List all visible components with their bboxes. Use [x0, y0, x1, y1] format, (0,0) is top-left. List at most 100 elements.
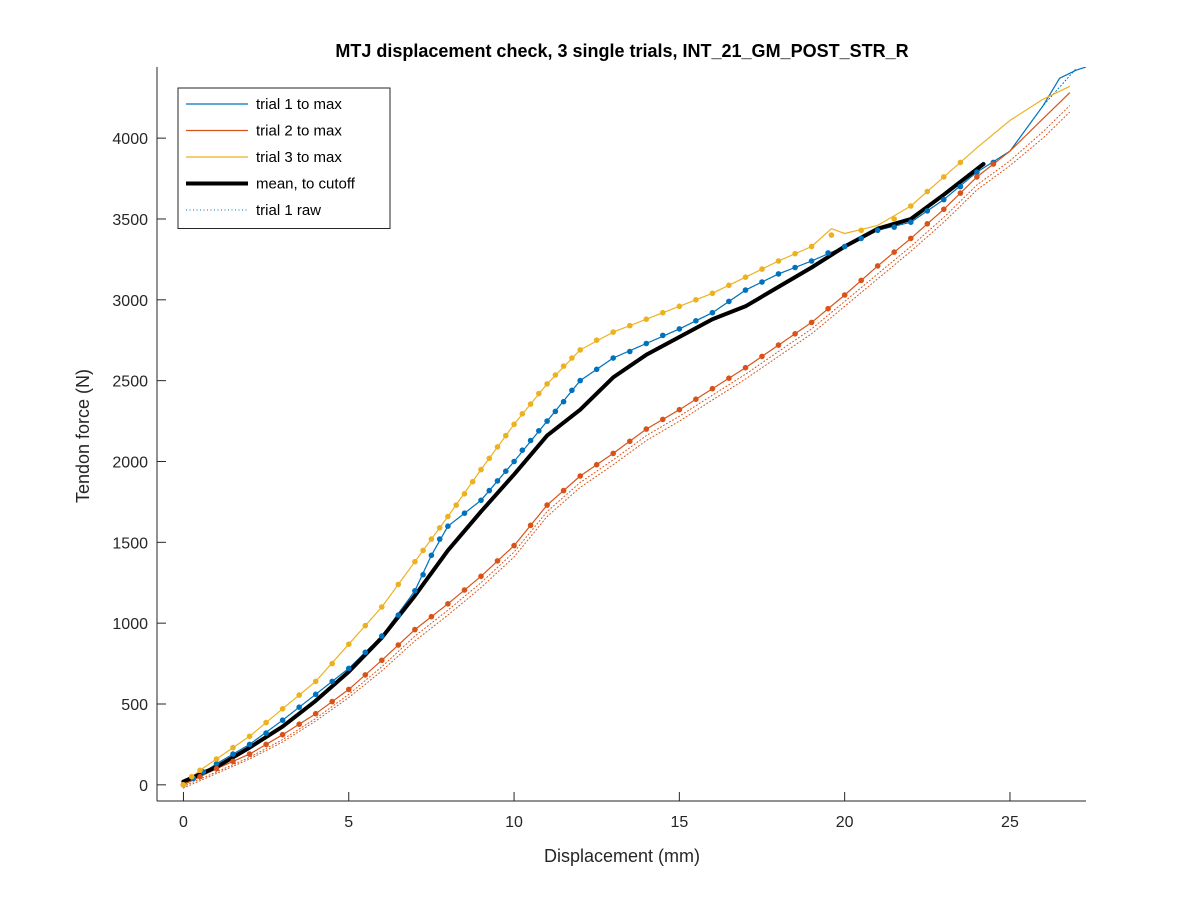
- data-marker-0-7: [279, 717, 286, 723]
- legend-label-4: trial 1 raw: [256, 202, 321, 219]
- data-marker-1-1: [197, 773, 203, 780]
- data-marker-0-26: [519, 447, 526, 454]
- data-marker-0-11: [346, 665, 352, 672]
- x-axis-label: Displacement (mm): [544, 846, 700, 866]
- data-marker-1-4: [246, 751, 253, 757]
- data-marker-0-25: [511, 458, 517, 465]
- data-marker-2-50: [828, 232, 835, 238]
- legend-label-1: trial 2 to max: [256, 123, 342, 140]
- data-marker-0-41: [709, 309, 716, 316]
- data-marker-1-13: [395, 642, 402, 648]
- data-marker-2-22: [469, 478, 476, 485]
- data-marker-0-42: [726, 298, 732, 305]
- data-marker-1-6: [279, 731, 286, 738]
- data-marker-1-20: [511, 542, 517, 549]
- data-marker-2-39: [643, 316, 650, 323]
- data-marker-2-52: [891, 216, 897, 222]
- y-tick-label-0: 0: [139, 778, 148, 795]
- data-marker-1-39: [825, 305, 831, 312]
- data-marker-2-0: [180, 782, 187, 788]
- data-marker-1-33: [726, 375, 732, 382]
- data-marker-2-55: [941, 174, 947, 180]
- data-marker-2-5: [246, 733, 253, 740]
- data-marker-1-34: [742, 364, 749, 371]
- data-marker-2-45: [742, 274, 749, 281]
- data-marker-0-4: [230, 751, 236, 757]
- data-marker-1-27: [627, 438, 633, 445]
- data-marker-2-16: [420, 547, 426, 554]
- data-marker-0-27: [527, 437, 534, 444]
- data-marker-1-30: [676, 406, 683, 413]
- data-marker-2-20: [453, 502, 460, 508]
- data-marker-2-10: [329, 660, 336, 667]
- data-marker-0-47: [808, 258, 815, 264]
- data-marker-2-1: [188, 773, 195, 780]
- data-marker-2-12: [362, 622, 369, 629]
- data-marker-2-41: [676, 303, 683, 310]
- legend-box: [177, 87, 391, 229]
- legend: trial 1 to max trial 2 to max trial 3 to m…: [177, 87, 391, 229]
- data-marker-2-29: [527, 401, 534, 407]
- data-marker-2-47: [775, 258, 782, 264]
- data-marker-1-40: [841, 292, 848, 298]
- x-tick-label-5: 25: [1001, 814, 1019, 831]
- data-marker-2-48: [792, 250, 798, 257]
- data-marker-0-52: [891, 224, 897, 230]
- data-marker-2-2: [197, 767, 203, 774]
- data-marker-0-38: [660, 332, 666, 339]
- chart-title: MTJ displacement check, 3 single trials,…: [335, 41, 908, 61]
- x-tick-label-1: 5: [344, 814, 353, 831]
- data-marker-2-44: [726, 282, 732, 289]
- data-marker-2-34: [569, 355, 575, 361]
- data-marker-2-31: [544, 381, 550, 387]
- data-marker-2-8: [296, 692, 303, 698]
- y-tick-label-3: 1500: [112, 535, 148, 552]
- data-marker-1-36: [775, 342, 782, 348]
- data-marker-1-16: [445, 601, 451, 607]
- data-marker-2-6: [263, 719, 269, 726]
- data-marker-2-46: [759, 266, 765, 272]
- data-marker-1-9: [329, 698, 336, 705]
- data-marker-0-12: [362, 649, 369, 656]
- data-marker-2-24: [486, 455, 493, 462]
- y-tick-label-2: 1000: [112, 616, 148, 633]
- data-marker-0-5: [246, 741, 253, 748]
- data-marker-1-17: [461, 587, 468, 593]
- data-marker-0-44: [759, 279, 765, 285]
- data-marker-2-9: [312, 678, 319, 685]
- data-marker-0-39: [676, 326, 683, 332]
- x-tick-label-0: 0: [179, 814, 188, 831]
- data-marker-0-30: [552, 408, 559, 415]
- data-marker-2-32: [552, 372, 559, 378]
- data-marker-0-50: [858, 235, 864, 242]
- data-marker-1-24: [577, 473, 583, 479]
- data-marker-0-9: [312, 691, 319, 698]
- data-marker-1-32: [709, 385, 716, 392]
- data-marker-2-38: [627, 322, 633, 329]
- data-marker-0-21: [478, 497, 484, 504]
- y-tick-label-7: 3500: [112, 212, 148, 229]
- data-marker-0-54: [924, 208, 931, 214]
- data-marker-1-3: [230, 758, 236, 765]
- data-marker-2-37: [610, 329, 616, 335]
- y-tick-label-6: 3000: [112, 293, 148, 310]
- x-tick-label-4: 20: [836, 814, 854, 831]
- data-marker-2-18: [436, 525, 443, 531]
- data-marker-0-29: [544, 418, 550, 424]
- data-marker-1-44: [908, 235, 914, 242]
- data-marker-2-17: [428, 536, 435, 542]
- data-marker-0-6: [263, 730, 269, 736]
- data-marker-0-13: [379, 633, 385, 639]
- data-marker-0-8: [296, 704, 303, 710]
- data-marker-1-28: [643, 426, 650, 432]
- y-tick-label-8: 4000: [112, 131, 148, 148]
- data-marker-2-42: [693, 297, 699, 303]
- series-line-dotted-6: [182, 111, 1070, 789]
- data-marker-1-37: [792, 331, 798, 337]
- data-marker-1-49: [990, 161, 997, 167]
- data-marker-0-14: [395, 612, 402, 618]
- data-marker-1-41: [858, 277, 864, 284]
- data-marker-2-27: [511, 421, 517, 428]
- data-marker-1-22: [544, 502, 550, 508]
